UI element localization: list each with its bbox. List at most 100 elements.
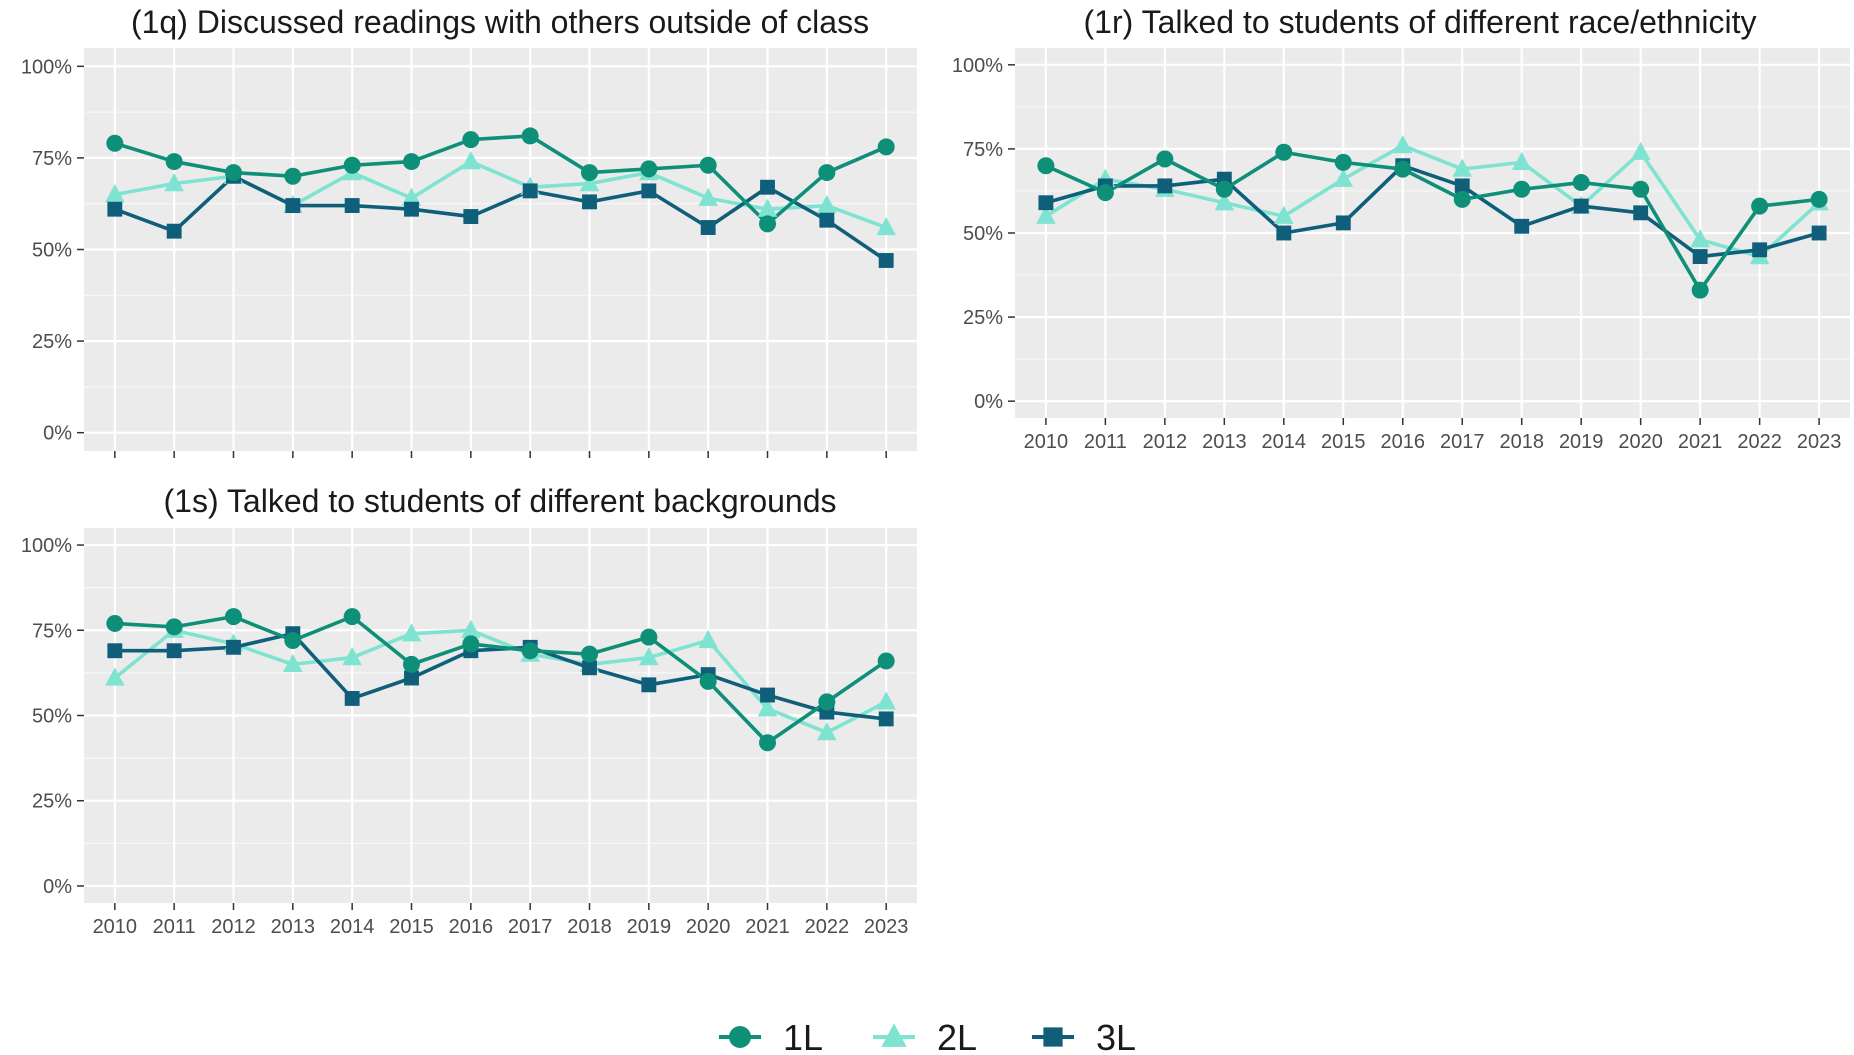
y-tick-label: 50% <box>32 240 72 262</box>
data-point-1l <box>106 614 124 632</box>
data-point-2l <box>698 187 718 206</box>
data-point-1l <box>402 655 420 673</box>
plot-area: 0% 25% 50% 75% 100% 2010 2011 2012 2013 2014 2015 2… <box>952 48 1850 453</box>
data-point-1l <box>343 156 361 174</box>
data-point-3l <box>1692 249 1708 264</box>
data-point-3l <box>226 639 241 655</box>
data-point-3l <box>760 179 775 195</box>
data-point-3l <box>404 201 419 217</box>
data-point-2l <box>1511 151 1532 171</box>
data-point-1l <box>106 134 124 152</box>
series-line-1l <box>1045 150 1820 292</box>
data-point-3l <box>1752 242 1768 258</box>
x-tick-label: 2020 <box>686 916 731 938</box>
data-point-2l <box>1452 158 1473 177</box>
data-point-1l <box>1156 150 1174 168</box>
data-point-3l <box>760 687 775 703</box>
x-tick-label: 2010 <box>1024 431 1069 453</box>
legend-key <box>873 1023 915 1047</box>
legend-label: 3L <box>1096 1017 1136 1055</box>
data-point-1l <box>284 632 302 649</box>
data-point-1l <box>759 734 777 752</box>
series-line-2l <box>1044 143 1821 259</box>
data-point-3l <box>1811 225 1827 241</box>
data-point-1l <box>224 164 242 182</box>
y-tick-label: 0% <box>43 423 72 445</box>
data-point-1l <box>1751 197 1769 215</box>
data-point-3l <box>344 691 360 706</box>
data-point-3l <box>819 212 835 228</box>
data-point-3l <box>1157 178 1173 194</box>
legend-marker <box>1043 1027 1063 1047</box>
data-point-1l <box>1394 160 1412 178</box>
x-tick-label: 2012 <box>211 916 256 938</box>
panel-1s: (1s) Talked to students of different bac… <box>21 483 917 938</box>
y-tick-label: 25% <box>32 331 72 353</box>
y-tick-label: 75% <box>32 620 72 642</box>
data-point-1l <box>343 608 361 626</box>
data-point-3l <box>166 643 182 659</box>
panel-title: (1s) Talked to students of different bac… <box>164 483 837 519</box>
legend-key <box>719 1026 761 1048</box>
x-tick-label: 2013 <box>1202 431 1247 453</box>
data-point-1l <box>402 153 420 171</box>
data-point-2l <box>461 151 481 170</box>
data-point-2l <box>283 653 303 673</box>
x-tick-label: 2021 <box>745 916 790 938</box>
data-point-2l <box>698 629 718 649</box>
data-point-2l <box>1214 192 1235 211</box>
x-tick-label: 2012 <box>1143 431 1188 453</box>
data-point-2l <box>639 647 659 666</box>
data-point-2l <box>579 173 600 192</box>
x-tick-label: 2023 <box>864 916 909 938</box>
data-point-1l <box>877 652 895 670</box>
series-line-1l <box>114 134 887 226</box>
y-tick-label: 25% <box>32 791 72 813</box>
data-point-1l <box>1334 153 1352 171</box>
data-point-1l <box>462 131 480 149</box>
data-point-1l <box>1513 180 1531 198</box>
x-tick-label: 2019 <box>1559 431 1604 453</box>
y-tick-label: 50% <box>963 223 1003 245</box>
x-tick-label: 2016 <box>449 916 494 938</box>
data-point-1l <box>165 153 183 171</box>
data-point-3l <box>166 223 182 239</box>
x-tick-label: 2017 <box>508 916 553 938</box>
panel-1r: (1r) Talked to students of different rac… <box>952 4 1850 453</box>
panel-1q: (1q) Discussed readings with others outs… <box>21 4 917 458</box>
data-point-1l <box>1096 184 1114 202</box>
y-tick-label: 0% <box>974 391 1003 413</box>
x-tick-label: 2014 <box>1262 431 1307 453</box>
data-point-1l <box>640 628 658 646</box>
data-point-1l <box>1691 281 1709 299</box>
x-tick-label: 2011 <box>1084 431 1127 453</box>
data-point-3l <box>582 660 597 676</box>
data-point-1l <box>640 160 658 178</box>
data-point-2l <box>1630 141 1651 160</box>
data-point-2l <box>1274 205 1294 224</box>
data-point-1l <box>699 156 717 174</box>
x-tick-label: 2013 <box>271 916 316 938</box>
data-point-3l <box>878 253 894 268</box>
legend-item-1l: 1L <box>719 1017 823 1055</box>
data-point-1l <box>699 672 717 690</box>
data-point-2l <box>1333 168 1354 187</box>
data-point-1l <box>818 164 836 182</box>
y-tick-label: 0% <box>43 876 72 898</box>
data-point-2l <box>105 667 125 686</box>
data-point-1l <box>462 635 480 653</box>
y-tick-label: 100% <box>952 55 1003 77</box>
data-point-3l <box>285 198 301 213</box>
data-point-3l <box>700 220 716 235</box>
x-tick-label: 2022 <box>1737 431 1782 453</box>
series-line-3l <box>1045 163 1820 259</box>
data-point-3l <box>344 198 360 213</box>
data-point-2l <box>757 698 778 717</box>
data-point-1l <box>165 618 183 636</box>
x-tick-label: 2016 <box>1381 431 1426 453</box>
data-point-3l <box>1454 178 1470 194</box>
y-tick-label: 75% <box>963 139 1003 161</box>
legend-key <box>1032 1027 1074 1047</box>
data-point-3l <box>107 643 123 659</box>
